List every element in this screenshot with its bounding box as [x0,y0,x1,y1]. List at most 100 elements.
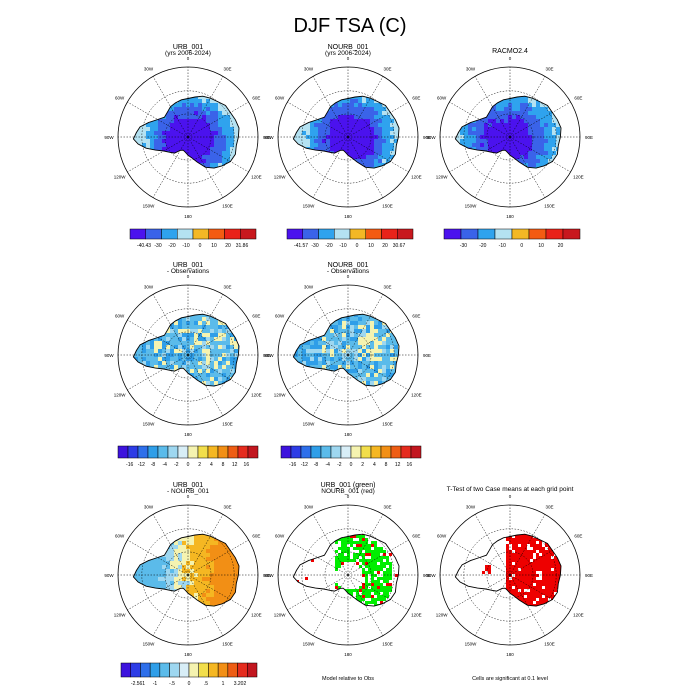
grid-cell [370,187,374,191]
grid-cell [190,111,194,115]
grid-cell [178,609,182,613]
grid-cell [162,605,166,607]
colorbar-tick-label: 10 [368,243,374,249]
grid-cell [218,601,222,605]
grid-cell [310,389,314,393]
grid-cell [344,628,347,631]
map-longitude-label: 0 [187,274,190,279]
grid-cell [377,571,380,574]
grid-cell [170,593,174,597]
map-longitude-label: 90E [263,353,271,358]
grid-cell [382,99,386,103]
map-longitude-label: 30W [466,505,476,510]
grid-cell [528,107,532,111]
grid-cell [496,171,500,175]
grid-cell [366,357,370,361]
grid-cell [298,127,302,131]
grid-cell [198,541,202,545]
grid-cell [242,569,246,573]
grid-cell [506,520,509,523]
grid-cell [354,353,358,357]
grid-cell [560,115,561,119]
grid-cell [214,147,218,151]
colorbar-box [460,228,479,240]
grid-cell [524,115,528,119]
map-longitude-label: 0 [347,494,350,499]
grid-cell [394,349,398,353]
grid-cell [318,96,322,99]
grid-cell [515,529,518,532]
grid-cell [359,535,362,538]
grid-cell [500,159,504,163]
grid-cell [158,549,162,553]
grid-cell [518,583,521,586]
grid-cell [548,139,552,143]
map-longitude-label: 90E [423,573,431,578]
grid-cell [142,597,146,601]
grid-cell [516,187,520,191]
grid-cell [556,107,560,111]
grid-cell [338,592,341,595]
grid-cell [386,155,390,159]
grid-cell [378,329,382,333]
panel-title: URB_001 [173,44,203,51]
grid-cell [552,107,556,111]
grid-cell [190,115,194,119]
grid-cell [338,389,342,393]
grid-cell [202,103,206,107]
grid-cell [542,571,545,574]
grid-cell [509,541,512,544]
grid-cell [242,341,246,345]
grid-cell [134,357,138,361]
grid-cell [218,553,222,557]
grid-cell [234,357,238,361]
grid-cell [202,147,206,151]
grid-cell [334,191,338,195]
grid-cell [386,147,390,151]
grid-cell [542,592,545,595]
grid-cell [150,143,154,147]
grid-cell [242,139,246,143]
grid-cell [530,580,533,583]
grid-cell [380,535,383,538]
grid-cell [194,329,198,333]
grid-cell [198,589,202,593]
grid-cell [542,550,545,553]
grid-cell [198,305,202,309]
grid-cell [182,537,186,541]
grid-cell [539,562,542,565]
grid-cell [178,573,182,577]
grid-cell [146,581,150,585]
grid-cell [322,365,326,369]
grid-cell [166,96,170,99]
grid-cell [362,389,366,393]
grid-cell [182,131,186,135]
grid-cell [306,167,310,169]
grid-cell [358,151,362,155]
grid-cell [138,577,142,581]
grid-cell [186,581,190,585]
grid-cell [484,103,488,107]
grid-cell [552,135,556,139]
grid-cell [492,147,496,151]
grid-cell [174,127,178,131]
meridian-line [187,319,249,356]
grid-cell [362,541,365,544]
grid-cell [500,123,504,127]
grid-cell [521,550,524,553]
grid-cell [468,107,472,111]
grid-cell [480,147,484,151]
grid-cell [383,565,386,568]
grid-cell [298,139,302,143]
parallel-circle [141,90,235,184]
grid-cell [374,329,378,333]
grid-cell [294,151,298,155]
grid-cell [347,534,350,535]
grid-cell [218,159,222,163]
grid-cell [178,321,182,325]
grid-cell [563,586,566,589]
grid-cell [378,365,382,369]
grid-cell [342,187,346,191]
map-longitude-label: 30W [144,505,154,510]
